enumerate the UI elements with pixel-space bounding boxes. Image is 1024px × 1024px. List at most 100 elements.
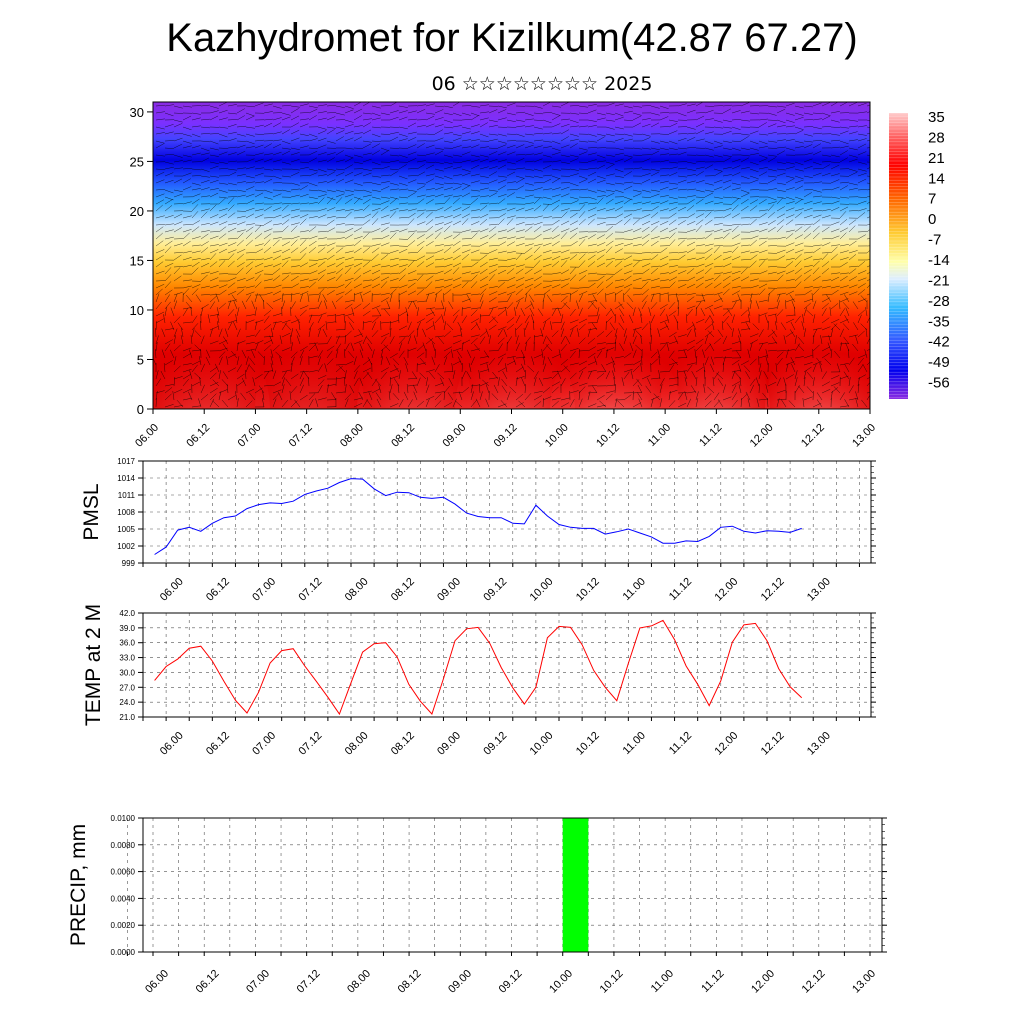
colorbar-label: -28 [928, 293, 950, 310]
wind-vector [335, 256, 345, 261]
wind-vector [623, 218, 631, 226]
wind-vector [515, 144, 525, 149]
wind-vector [695, 166, 705, 170]
wind-vector [506, 276, 516, 282]
wind-vector [560, 378, 566, 387]
wind-vector [236, 307, 240, 317]
wind-vector [630, 370, 634, 380]
wind-vector [425, 112, 435, 115]
wind-vector [569, 168, 579, 171]
wind-vector [488, 357, 496, 366]
wind-vector [479, 187, 489, 191]
wind-vector [164, 360, 173, 366]
wind-vector [227, 138, 237, 142]
wind-vector [416, 198, 425, 205]
wind-vector [470, 281, 478, 289]
wind-vector [803, 152, 813, 156]
wind-vector [289, 391, 292, 401]
wind-vector [803, 377, 806, 387]
wind-vector [443, 197, 451, 205]
wind-vector [515, 154, 525, 156]
wind-vector [794, 146, 804, 149]
wind-vector [738, 335, 742, 345]
wind-vector [605, 140, 615, 143]
wind-vector [668, 187, 678, 191]
wind-vector [308, 328, 311, 338]
wind-vector [254, 233, 263, 240]
wind-vector [731, 133, 741, 135]
wind-vector [767, 178, 777, 184]
wind-vector [578, 140, 588, 143]
wind-vector [200, 179, 210, 184]
wind-vector [479, 268, 488, 275]
wind-vector [416, 246, 424, 254]
wind-vector [803, 119, 813, 121]
wind-vector [632, 379, 640, 387]
wind-vector [155, 168, 165, 171]
wind-vector [245, 388, 255, 394]
wind-vector [362, 284, 372, 289]
wind-vector [326, 271, 336, 275]
wind-vector [641, 178, 651, 184]
wind-vector [254, 152, 264, 156]
wind-vector [497, 164, 507, 170]
wind-vector [747, 398, 751, 408]
wind-vector [317, 130, 327, 135]
wind-vector [614, 158, 624, 163]
wind-vector [236, 278, 246, 282]
wind-vector [668, 364, 675, 373]
wind-vector [227, 168, 237, 171]
wind-vector [839, 257, 849, 261]
wind-vector [299, 370, 309, 373]
wind-vector [785, 196, 795, 201]
wind-vector [547, 356, 553, 366]
wind-vector [632, 182, 642, 185]
wind-vector [812, 118, 822, 121]
wind-vector [335, 193, 345, 198]
wind-vector [191, 364, 198, 373]
wind-vector [695, 307, 697, 317]
wind-vector [326, 358, 334, 366]
wind-vector [830, 276, 840, 282]
wind-vector [407, 137, 417, 142]
wind-vector [182, 232, 190, 240]
wind-vector [209, 285, 219, 289]
wind-vector [290, 301, 296, 310]
wind-vector [657, 349, 661, 359]
wind-vector [236, 167, 246, 170]
wind-vector [587, 147, 597, 149]
wind-vector [785, 219, 794, 226]
wind-vector [299, 166, 309, 170]
wind-vector [209, 192, 219, 198]
wind-vector [488, 269, 497, 275]
wind-vector [307, 293, 310, 303]
cs-xtick-label: 11.12 [697, 422, 724, 449]
wind-vector [659, 398, 663, 408]
wind-vector [569, 390, 579, 394]
wind-vector [857, 161, 867, 165]
wind-vector [533, 226, 542, 233]
wind-vector [200, 262, 210, 268]
wind-vector [362, 140, 372, 143]
wind-vector [641, 137, 651, 142]
wind-vector [452, 267, 460, 275]
wind-vector [299, 377, 304, 387]
wind-vector [605, 361, 615, 366]
wind-vector [160, 370, 166, 380]
wind-vector [617, 400, 625, 408]
wind-vector [380, 235, 390, 240]
wind-vector [820, 335, 823, 345]
wind-vector [470, 337, 478, 345]
wind-vectors [153, 102, 870, 408]
wind-vector [263, 247, 272, 254]
wind-vector [182, 224, 192, 226]
wind-vector [560, 118, 570, 121]
wind-vector [479, 356, 489, 359]
wind-vector [560, 136, 569, 142]
wind-vector [218, 221, 228, 226]
wind-vector [299, 161, 309, 164]
wind-vector [596, 154, 606, 159]
wind-vector [272, 263, 282, 268]
wind-vector [452, 309, 460, 317]
wind-vector [155, 328, 157, 338]
